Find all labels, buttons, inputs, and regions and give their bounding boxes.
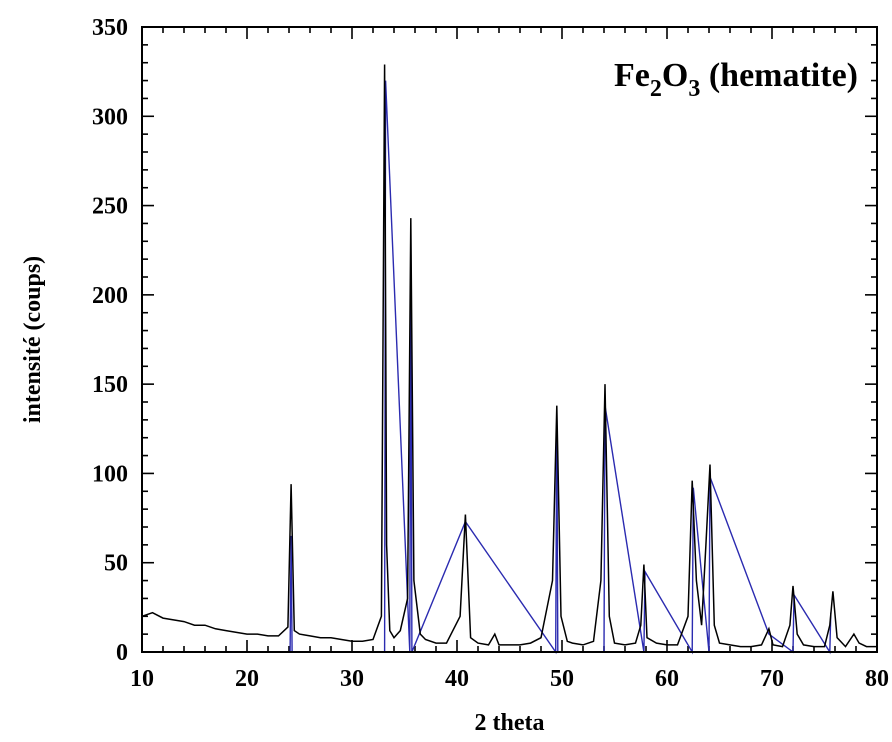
x-tick-label: 60 [655,666,679,692]
x-tick-label: 40 [445,666,469,692]
x-tick-label: 30 [340,666,364,692]
x-tick-label: 20 [235,666,259,692]
axis-ticks [141,26,878,653]
title-sub-3: 3 [688,76,700,102]
chart-title: Fe2O3 (hematite) [614,57,858,102]
x-tick-label: 80 [865,666,889,692]
y-tick-label: 0 [116,640,128,666]
y-axis-title: intensité (coups) [20,256,46,423]
title-fe: Fe [614,57,650,94]
x-tick-label: 70 [760,666,784,692]
title-tail: (hematite) [700,57,858,94]
y-tick-label: 100 [92,461,128,487]
x-tick-label: 50 [550,666,574,692]
x-tick-label: 10 [130,666,154,692]
title-o: O [662,57,688,94]
y-tick-label: 200 [92,283,128,309]
y-tick-label: 250 [92,194,128,220]
y-tick-label: 300 [92,104,128,130]
y-tick-label: 150 [92,372,128,398]
title-sub-2: 2 [650,76,662,102]
series-measured-line [141,64,877,648]
y-tick-label: 350 [92,15,128,41]
x-axis-title: 2 theta [475,710,545,736]
plot-frame [141,26,878,653]
tick-labels: 10 20 30 40 50 60 70 80 0 50 100 150 200 250 300 350 [92,15,889,692]
y-tick-label: 50 [104,551,128,577]
